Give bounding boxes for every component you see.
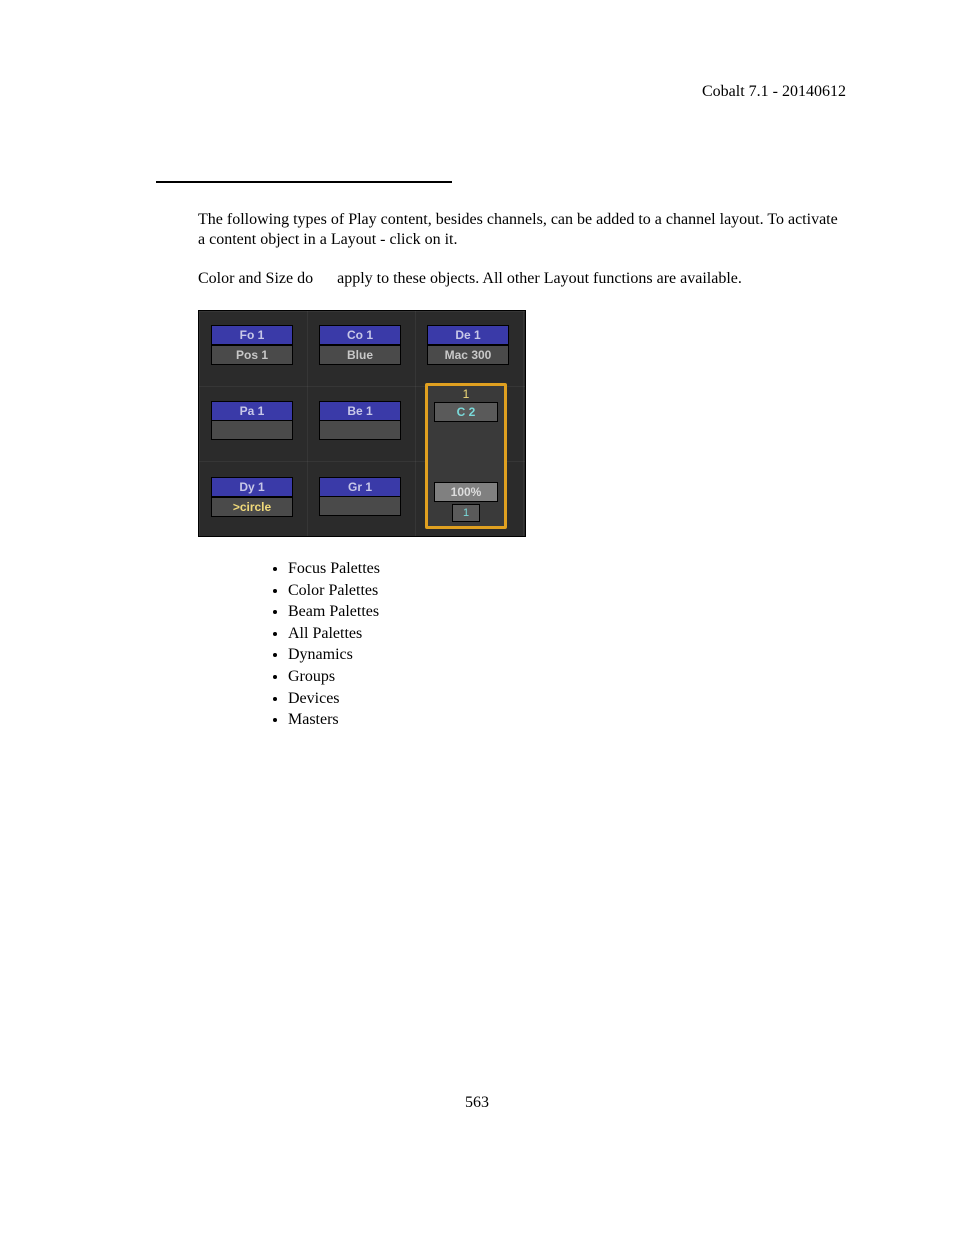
list-item: Color Palettes xyxy=(288,580,846,602)
content-types-list: Focus Palettes Color Palettes Beam Palet… xyxy=(244,558,846,731)
cell-pa[interactable]: Pa 1 xyxy=(211,401,293,440)
list-item: Devices xyxy=(288,688,846,710)
cell-dy[interactable]: Dy 1 >circle xyxy=(211,477,293,517)
selected-device-pctnum: 1 xyxy=(452,504,480,522)
cell-be-top: Be 1 xyxy=(319,401,401,421)
cell-pa-body xyxy=(211,421,293,440)
cell-de[interactable]: De 1 Mac 300 xyxy=(427,325,509,365)
page-number: 563 xyxy=(0,1094,954,1112)
note-paragraph: Color and Size do apply to these objects… xyxy=(198,269,846,289)
selected-device-c2: C 2 xyxy=(434,402,498,422)
list-item: Masters xyxy=(288,709,846,731)
list-item: Focus Palettes xyxy=(288,558,846,580)
intro-paragraph: The following types of Play content, bes… xyxy=(198,210,846,250)
selected-device[interactable]: 1 C 2 100% 1 xyxy=(425,383,507,529)
cell-fo[interactable]: Fo 1 Pos 1 xyxy=(211,325,293,365)
note-left: Color and Size do xyxy=(198,269,313,289)
cell-de-bottom: Mac 300 xyxy=(427,345,509,365)
cell-be[interactable]: Be 1 xyxy=(319,401,401,440)
cell-dy-top: Dy 1 xyxy=(211,477,293,497)
cell-pa-top: Pa 1 xyxy=(211,401,293,421)
list-item: Dynamics xyxy=(288,644,846,666)
list-item: All Palettes xyxy=(288,623,846,645)
note-right: apply to these objects. All other Layout… xyxy=(337,269,742,289)
selected-device-pct: 100% xyxy=(434,482,498,502)
cell-de-top: De 1 xyxy=(427,325,509,345)
cell-co[interactable]: Co 1 Blue xyxy=(319,325,401,365)
cell-co-top: Co 1 xyxy=(319,325,401,345)
cell-be-body xyxy=(319,421,401,440)
section-underline xyxy=(156,181,452,183)
selected-device-num: 1 xyxy=(428,386,504,402)
cell-fo-bottom: Pos 1 xyxy=(211,345,293,365)
cell-gr-body xyxy=(319,497,401,516)
running-header: Cobalt 7.1 - 20140612 xyxy=(702,83,846,101)
cell-gr-top: Gr 1 xyxy=(319,477,401,497)
cell-fo-top: Fo 1 xyxy=(211,325,293,345)
layout-screenshot: Fo 1 Pos 1 Co 1 Blue De 1 Mac 300 Pa 1 B… xyxy=(198,310,526,537)
cell-dy-bottom: >circle xyxy=(211,497,293,517)
list-item: Groups xyxy=(288,666,846,688)
cell-co-bottom: Blue xyxy=(319,345,401,365)
cell-gr[interactable]: Gr 1 xyxy=(319,477,401,516)
list-item: Beam Palettes xyxy=(288,601,846,623)
